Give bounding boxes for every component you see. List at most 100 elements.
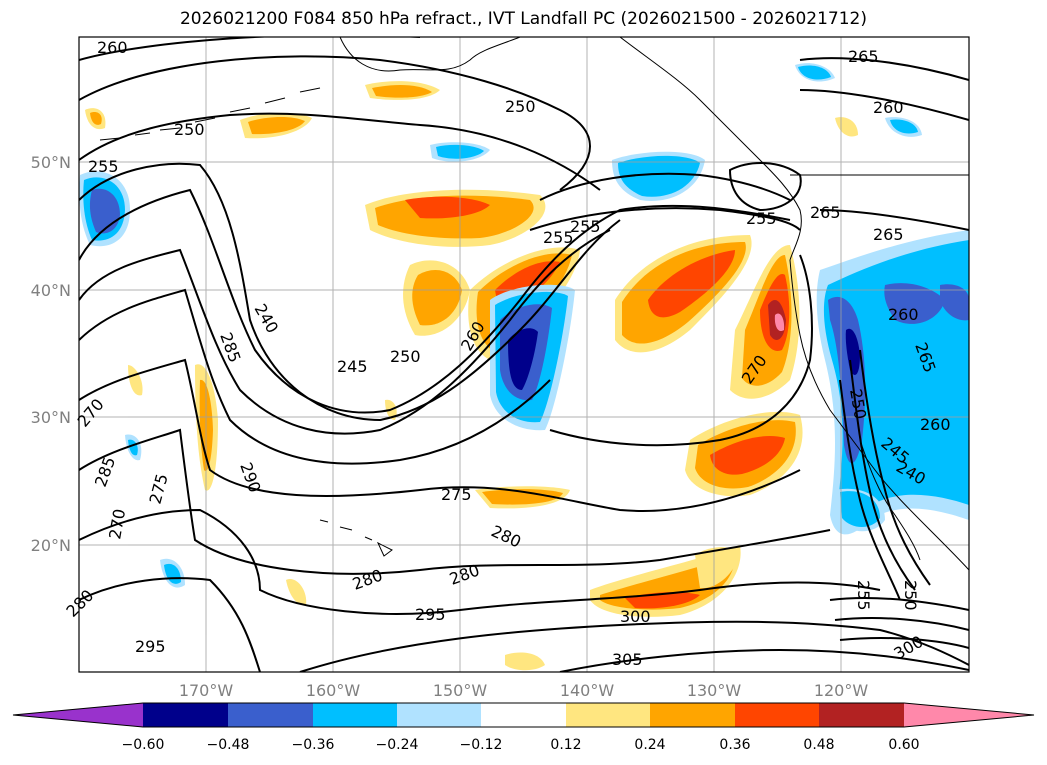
alaska-coastline bbox=[339, 37, 521, 72]
colorbar-tick-label: 0.36 bbox=[719, 737, 750, 753]
contour-line bbox=[799, 57, 969, 81]
colorbar-segment bbox=[819, 703, 904, 727]
lon-tick-label: 160°W bbox=[306, 681, 361, 700]
lat-tick-label: 40°N bbox=[31, 281, 71, 300]
contour-line bbox=[829, 597, 969, 611]
positive-anomaly-region bbox=[482, 489, 563, 505]
contour-label: 265 bbox=[873, 225, 904, 244]
contour-line bbox=[819, 209, 969, 231]
positive-anomaly-region bbox=[248, 116, 305, 135]
lon-tick-label: 150°W bbox=[433, 681, 488, 700]
contour-line bbox=[79, 358, 801, 512]
lat-tick-label: 20°N bbox=[31, 536, 71, 555]
contour-label: 250 bbox=[901, 580, 920, 611]
negative-anomaly-region bbox=[845, 328, 860, 375]
colorbar-outline bbox=[12, 702, 1035, 728]
contour-label: 255 bbox=[543, 228, 574, 247]
contour-line bbox=[859, 349, 931, 586]
hawaii-islands bbox=[319, 519, 393, 557]
colorbar-segment bbox=[228, 703, 313, 727]
contour-label: 260 bbox=[920, 415, 951, 434]
contour-line bbox=[728, 162, 802, 212]
refractivity-contours bbox=[79, 37, 969, 672]
contour-line bbox=[849, 359, 916, 591]
positive-anomaly-region bbox=[405, 196, 490, 219]
colorbar-tick-label: −0.60 bbox=[122, 737, 165, 753]
contour-label: 255 bbox=[88, 157, 119, 176]
lon-tick-label: 130°W bbox=[687, 681, 742, 700]
positive-anomaly-region bbox=[774, 313, 785, 332]
contour-line bbox=[529, 207, 801, 231]
colorbar-segment bbox=[566, 703, 650, 727]
negative-anomaly-region bbox=[884, 283, 945, 324]
contour-label: 265 bbox=[810, 203, 841, 222]
map-frame bbox=[78, 36, 970, 673]
colorbar-extend-min bbox=[13, 703, 143, 727]
lon-tick-label: 120°W bbox=[814, 681, 869, 700]
lat-tick-label: 50°N bbox=[31, 153, 71, 172]
positive-anomaly-region bbox=[648, 250, 735, 318]
alaska-panhandle bbox=[619, 37, 802, 261]
contour-label: 265 bbox=[848, 47, 879, 66]
positive-anomaly-region bbox=[412, 270, 462, 326]
colorbar-segment bbox=[143, 703, 228, 727]
negative-anomaly-region bbox=[840, 491, 880, 527]
contour-line bbox=[839, 379, 901, 601]
lon-tick-label: 140°W bbox=[560, 681, 615, 700]
map-plot-area bbox=[78, 36, 970, 673]
map-title: 2026021200 F084 850 hPa refract., IVT La… bbox=[179, 9, 867, 29]
latitude-axis: 50°N 40°N 30°N 20°N bbox=[31, 153, 71, 555]
negative-anomaly-region bbox=[508, 328, 538, 390]
contour-label: 305 bbox=[612, 650, 643, 669]
graticule bbox=[79, 37, 969, 672]
negative-anomaly-region bbox=[890, 119, 918, 134]
positive-anomaly-region bbox=[128, 365, 143, 396]
contour-line bbox=[79, 428, 831, 575]
contour-label: 275 bbox=[441, 485, 472, 504]
lon-tick-label: 170°W bbox=[179, 681, 234, 700]
contour-label: 245 bbox=[337, 357, 368, 376]
coastlines bbox=[99, 37, 969, 571]
colorbar-extend-max bbox=[904, 703, 1034, 727]
contour-label: 260 bbox=[888, 305, 919, 324]
contour-line bbox=[834, 617, 969, 631]
contour-line bbox=[79, 55, 591, 191]
contour-line bbox=[79, 37, 420, 61]
colorbar-tick-label: 0.12 bbox=[550, 737, 581, 753]
contour-label: 250 bbox=[390, 347, 421, 366]
contour-label: 250 bbox=[505, 97, 536, 116]
contour-label: 250 bbox=[174, 120, 205, 139]
contour-label: 295 bbox=[415, 605, 446, 624]
contour-line bbox=[79, 112, 601, 191]
contour-line bbox=[549, 254, 813, 447]
positive-anomaly-region bbox=[372, 85, 432, 98]
positive-anomaly-region bbox=[695, 547, 740, 589]
colorbar-tick-label: 0.24 bbox=[634, 737, 665, 753]
positive-anomaly-region bbox=[505, 652, 545, 671]
contour-label: 260 bbox=[873, 98, 904, 117]
contour-line bbox=[79, 508, 881, 615]
contour-line bbox=[79, 577, 261, 672]
positive-anomaly-region bbox=[286, 579, 307, 606]
contour-line bbox=[539, 172, 791, 201]
negative-anomaly-region bbox=[618, 155, 700, 197]
contour-label: 260 bbox=[97, 38, 128, 57]
contour-line bbox=[79, 229, 611, 435]
colorbar-segment bbox=[481, 703, 566, 727]
lat-tick-label: 30°N bbox=[31, 408, 71, 427]
colorbar-tick-label: 0.48 bbox=[803, 737, 834, 753]
contour-line bbox=[79, 288, 551, 465]
colorbar-tick-label: 0.60 bbox=[888, 737, 919, 753]
contour-line bbox=[79, 188, 791, 414]
contour-label: 255 bbox=[570, 217, 601, 236]
colorbar-segment bbox=[397, 703, 481, 727]
colorbar-segment bbox=[735, 703, 819, 727]
positive-anomaly-region bbox=[710, 435, 785, 475]
aleutian-islands bbox=[99, 87, 321, 141]
colorbar-segment bbox=[650, 703, 735, 727]
colorbar-tick-label: −0.36 bbox=[292, 737, 335, 753]
contour-label: 255 bbox=[854, 580, 873, 611]
contour-line bbox=[839, 637, 969, 649]
colorbar: −0.60 −0.48 −0.36 −0.24 −0.12 0.12 0.24 … bbox=[12, 702, 1035, 753]
